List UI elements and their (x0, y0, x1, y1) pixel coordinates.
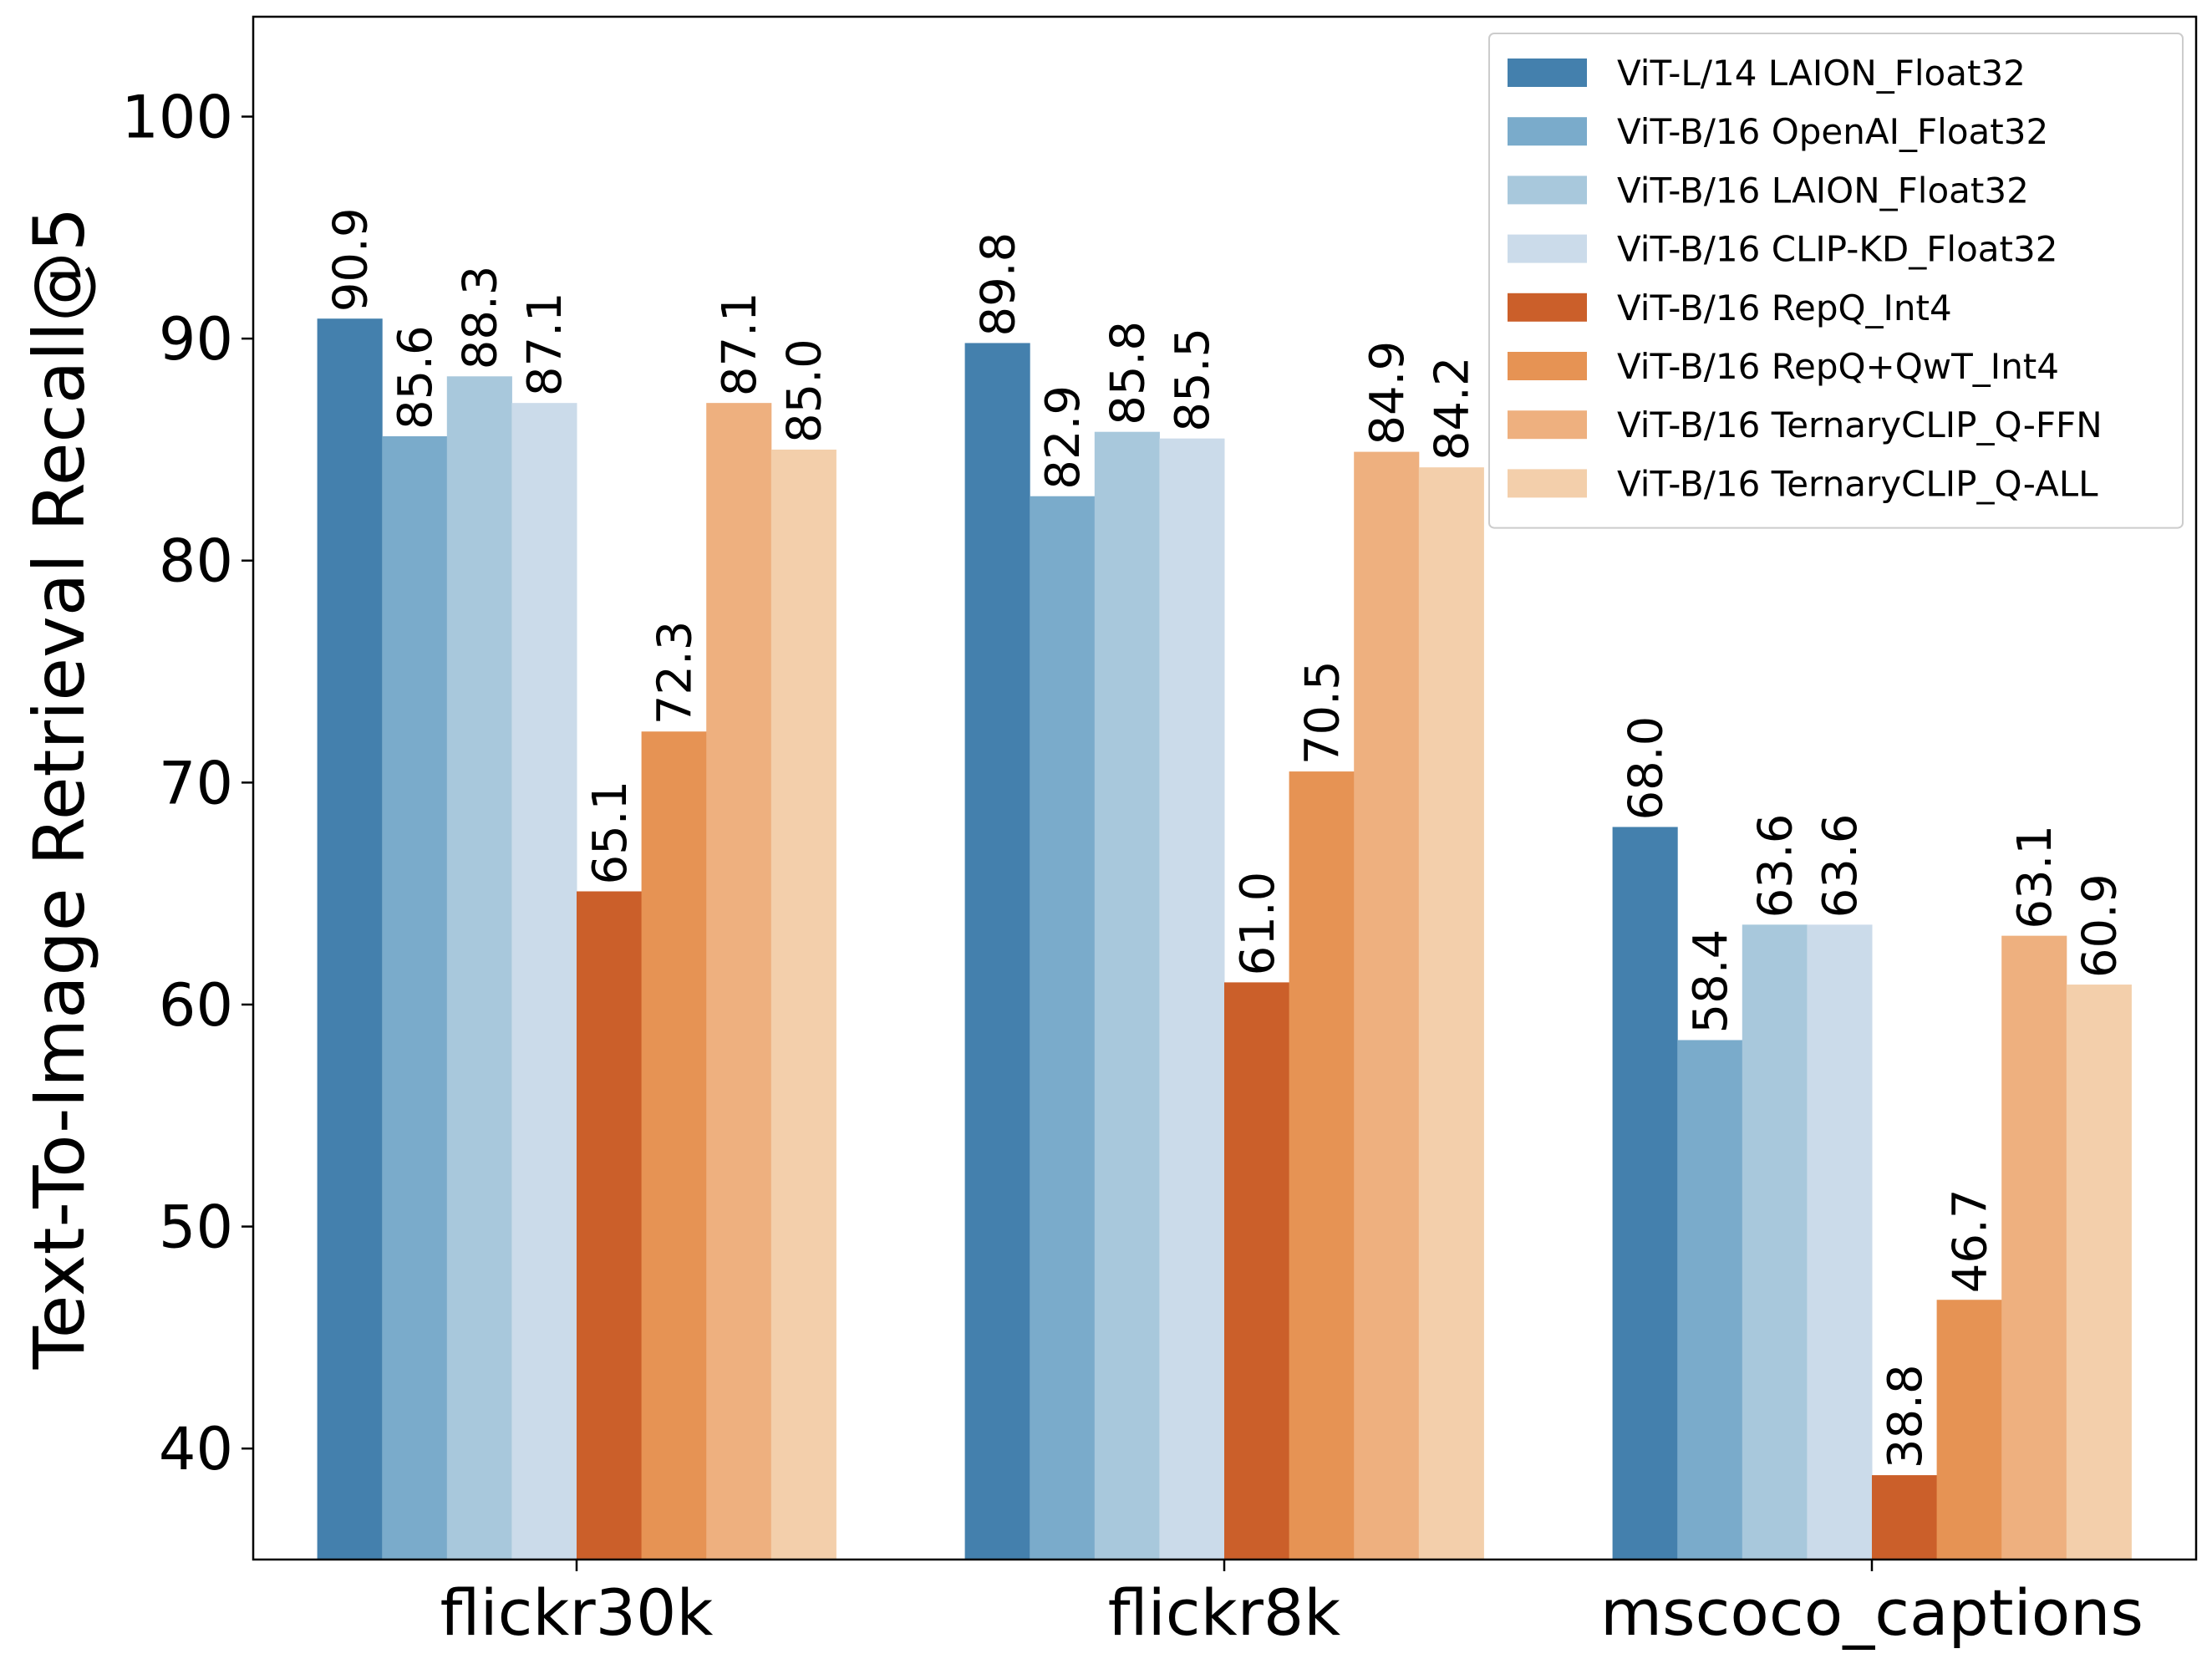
bar (1159, 438, 1225, 1560)
legend-label: ViT-B/16 RepQ_Int4 (1617, 288, 1952, 328)
legend-label: ViT-B/16 LAION_Float32 (1617, 170, 2029, 211)
bar-value-label: 87.1 (518, 292, 572, 396)
legend-swatch (1508, 234, 1587, 263)
y-tick-label: 90 (159, 305, 233, 374)
bar (317, 318, 383, 1560)
bar-value-label: 72.3 (648, 621, 702, 725)
y-axis-label: Text-To-Image Retrieval Recall@5 (18, 207, 100, 1371)
legend-swatch (1508, 59, 1587, 87)
bar (1677, 1040, 1743, 1560)
bar (1224, 982, 1290, 1560)
legend-swatch (1508, 410, 1587, 440)
bar-value-label: 89.8 (971, 232, 1025, 337)
legend-label: ViT-B/16 RepQ+QwT_Int4 (1617, 346, 2059, 387)
y-tick-label: 60 (159, 971, 233, 1040)
bar-value-label: 87.1 (713, 292, 767, 396)
bar (1612, 827, 1678, 1560)
bar (2066, 985, 2132, 1560)
bar (641, 731, 707, 1560)
y-tick-label: 40 (159, 1415, 233, 1483)
x-tick-label: flickr30k (440, 1575, 714, 1650)
legend: ViT-L/14 LAION_Float32 ViT-B/16 OpenAI_Fl… (1488, 33, 2184, 529)
bar (446, 376, 512, 1560)
bar-value-label: 65.1 (583, 781, 638, 885)
bar (511, 403, 577, 1560)
bar (964, 343, 1030, 1560)
bar-value-label: 46.7 (1943, 1189, 1997, 1294)
bar-value-label: 58.4 (1684, 929, 1738, 1034)
bar (382, 436, 448, 1560)
x-axis: flickr30k flickr8k mscoco_captions (440, 1560, 2143, 1650)
legend-swatch (1508, 293, 1587, 322)
bar-labels-layer: 90.985.688.3 87.165.172.387.1 85.089.882.9… (323, 208, 2127, 1469)
y-tick-label: 80 (159, 527, 233, 596)
bar (1289, 771, 1355, 1560)
bar-value-label: 88.3 (454, 266, 508, 370)
bar-value-label: 60.9 (2073, 873, 2128, 978)
bar-value-label: 84.9 (1360, 341, 1415, 445)
legend-label: ViT-B/16 TernaryCLIP_Q-ALL (1617, 463, 2098, 504)
bar-value-label: 61.0 (1231, 872, 1285, 976)
bar-value-label: 38.8 (1879, 1364, 1933, 1468)
legend-label: ViT-B/16 CLIP-KD_Float32 (1617, 229, 2057, 270)
bar (1872, 1475, 1938, 1560)
bar-value-label: 63.1 (2008, 825, 2062, 929)
x-tick-label: flickr8k (1108, 1575, 1340, 1650)
bar-value-label: 85.8 (1101, 321, 1156, 425)
bar-value-label: 70.5 (1295, 660, 1350, 765)
bar-value-label: 82.9 (1036, 385, 1091, 490)
bar-value-label: 85.6 (389, 325, 443, 430)
bar (1354, 451, 1420, 1560)
bar-value-label: 63.6 (1749, 814, 1803, 919)
bar (1030, 496, 1096, 1560)
bar (1742, 924, 1808, 1560)
bar (2001, 935, 2067, 1560)
bar (577, 891, 643, 1560)
bar (1094, 431, 1160, 1560)
bar (1418, 467, 1484, 1560)
legend-box (1488, 33, 2184, 529)
bar-value-label: 68.0 (1619, 716, 1673, 821)
bars-layer (317, 318, 2132, 1560)
legend-swatch (1508, 352, 1587, 380)
bar-value-label: 63.6 (1813, 814, 1868, 919)
y-tick-label: 70 (159, 749, 233, 817)
bar (1807, 924, 1873, 1560)
legend-swatch (1508, 469, 1587, 498)
legend-label: ViT-L/14 LAION_Float32 (1617, 53, 2026, 94)
bar (706, 403, 772, 1560)
legend-label: ViT-B/16 TernaryCLIP_Q-FFN (1617, 405, 2103, 445)
bar (1936, 1300, 2002, 1560)
bar (770, 449, 836, 1560)
bar-value-label: 85.0 (778, 338, 832, 443)
legend-label: ViT-B/16 OpenAI_Float32 (1617, 111, 2048, 152)
legend-swatch (1508, 117, 1587, 146)
bar-value-label: 85.5 (1166, 328, 1220, 432)
y-tick-label: 100 (121, 84, 233, 152)
y-axis: 40 50 60 70 80 90 100 (121, 84, 253, 1483)
legend-swatch (1508, 176, 1587, 205)
bar-value-label: 90.9 (323, 208, 378, 313)
x-tick-label: mscoco_captions (1600, 1575, 2143, 1650)
y-tick-label: 50 (159, 1193, 233, 1262)
bar-value-label: 84.2 (1426, 357, 1480, 461)
